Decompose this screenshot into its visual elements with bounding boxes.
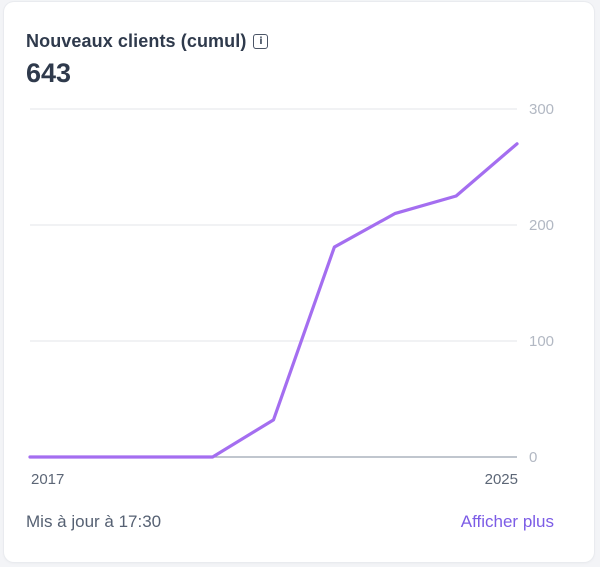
y-tick-label: 300 bbox=[529, 101, 554, 118]
y-tick-label: 200 bbox=[529, 217, 554, 234]
x-tick-label: 2017 bbox=[31, 471, 64, 488]
widget-title: Nouveaux clients (cumul) bbox=[26, 31, 247, 51]
show-more-link[interactable]: Afficher plus bbox=[460, 512, 554, 531]
total-value: 643 bbox=[26, 58, 72, 88]
y-tick-label: 100 bbox=[529, 333, 554, 350]
x-tick-label: 2025 bbox=[485, 471, 518, 488]
y-tick-label: 0 bbox=[529, 449, 537, 466]
series-line bbox=[28, 142, 519, 459]
updated-time: Mis à jour à 17:30 bbox=[26, 512, 162, 531]
widget-card: Nouveaux clients (cumul) i 643 0 100 200 30… bbox=[4, 2, 594, 562]
info-icon[interactable]: i bbox=[253, 34, 269, 49]
widget-header: Nouveaux clients (cumul) i bbox=[26, 31, 269, 52]
line-chart: 0 100 200 300 2017 2025 bbox=[28, 101, 554, 488]
